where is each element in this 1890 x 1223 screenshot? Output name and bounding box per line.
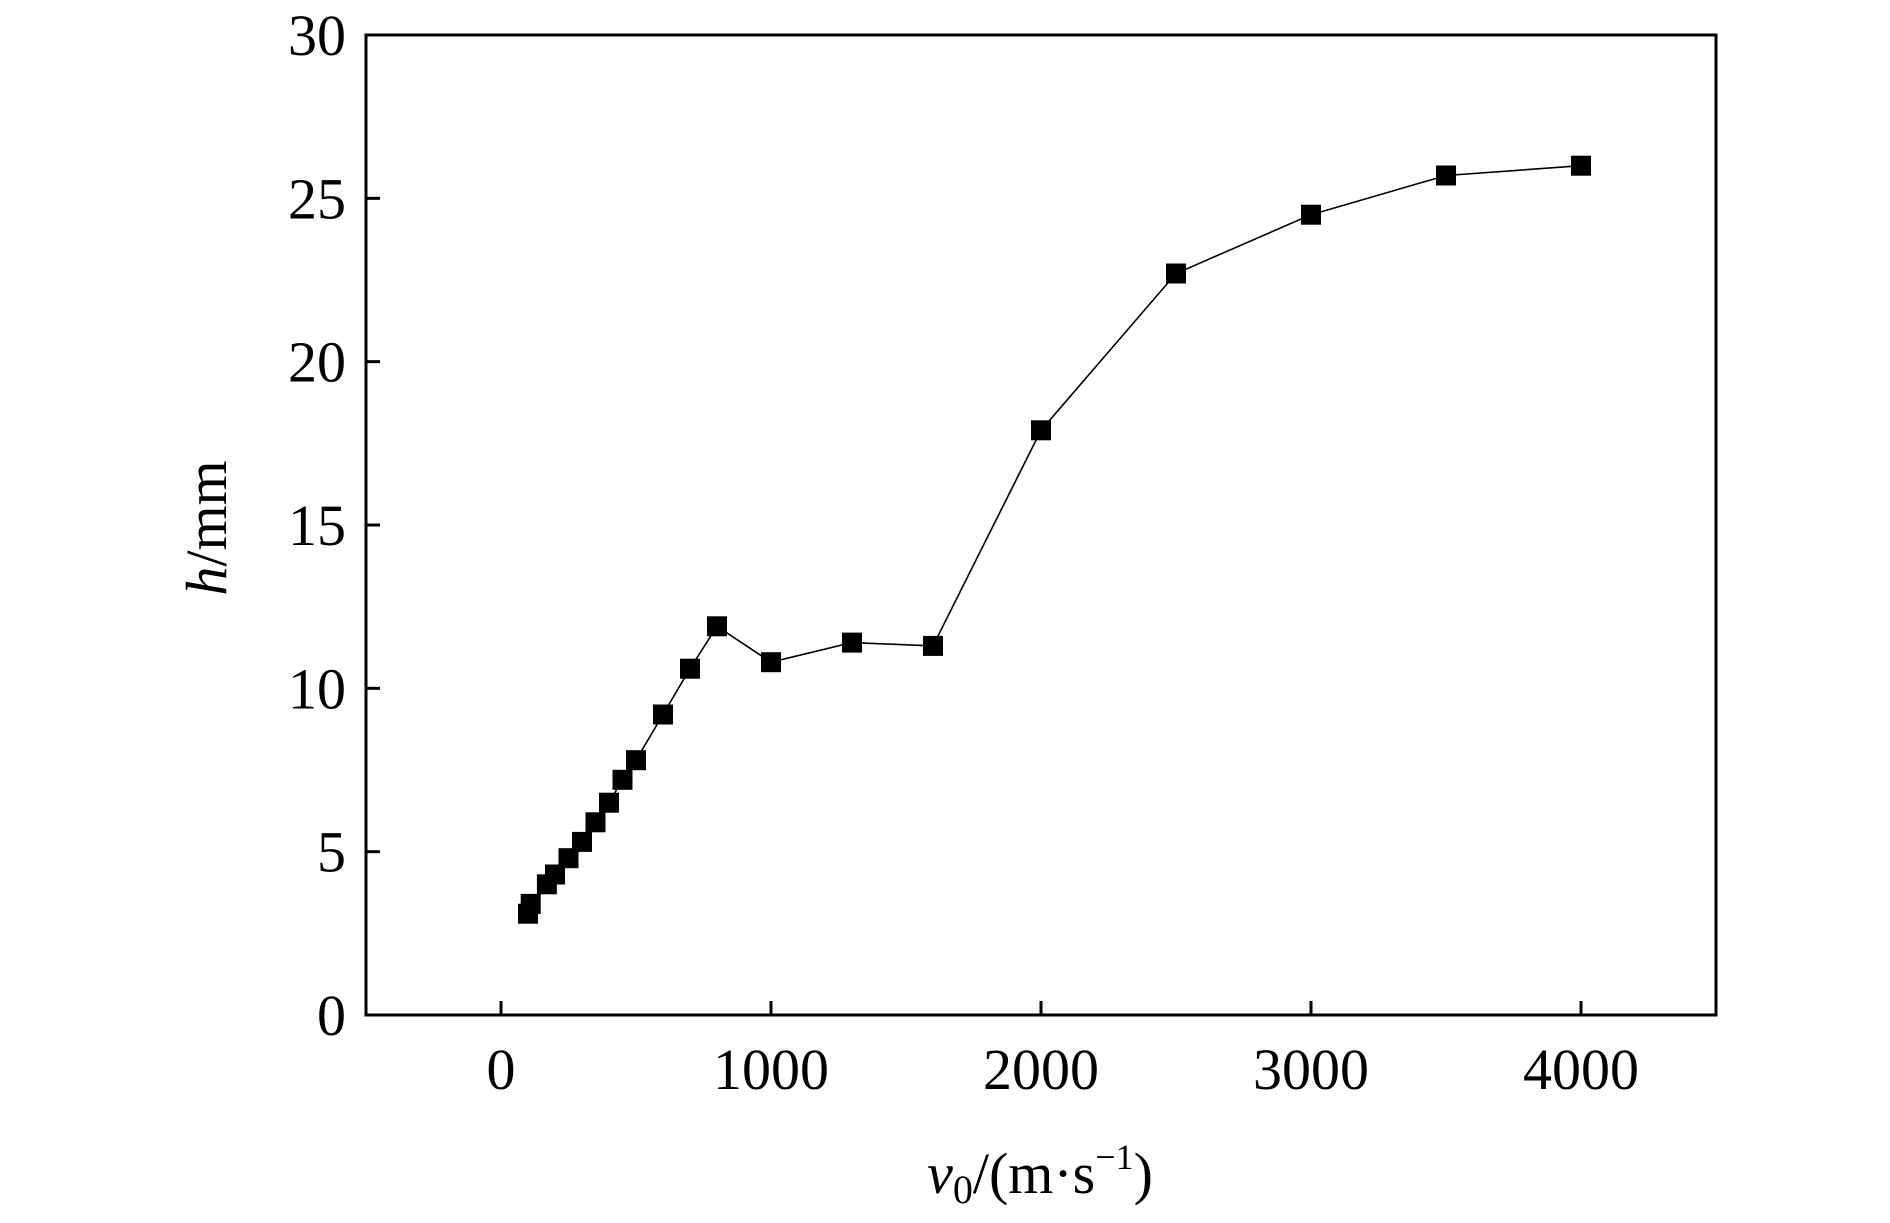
x-axis-superscript: −1: [1095, 1137, 1133, 1177]
x-tick-label: 2000: [983, 1037, 1099, 1102]
data-point: [599, 792, 619, 813]
data-point: [653, 704, 673, 725]
x-axis-subscript: 0: [953, 1167, 973, 1212]
data-point: [923, 635, 943, 656]
y-axis-unit: /mm: [174, 460, 239, 566]
data-point: [520, 893, 541, 914]
data-point: [761, 652, 781, 673]
y-axis-label: h/mm: [174, 460, 239, 595]
x-axis-unit-open: /(m·s: [973, 1141, 1095, 1206]
x-axis-unit-close: ): [1134, 1141, 1153, 1206]
y-tick-label: 25: [288, 166, 346, 231]
data-point: [680, 658, 700, 679]
x-tick-label: 1000: [713, 1037, 829, 1102]
x-axis-label: v0/(m·s−1): [927, 1137, 1153, 1212]
plot-area: 0 1000 2000 3000 4000 0 5 10 15 20 25 30: [288, 3, 1718, 1102]
data-point: [1571, 155, 1591, 176]
data-point: [545, 864, 565, 885]
x-tick-label: 3000: [1253, 1037, 1369, 1102]
x-axis-ticks: 0 1000 2000 3000 4000: [487, 1001, 1639, 1102]
y-tick-label: 5: [317, 820, 346, 885]
data-markers: [518, 155, 1591, 924]
y-axis-symbol: h: [174, 567, 239, 596]
data-point: [1436, 165, 1456, 186]
data-point: [585, 812, 606, 833]
data-point: [707, 616, 727, 637]
data-point: [572, 831, 592, 852]
data-point: [842, 632, 862, 653]
y-tick-label: 0: [317, 983, 346, 1048]
data-point: [1166, 263, 1186, 284]
x-tick-label: 0: [487, 1037, 516, 1102]
x-axis-symbol: v: [927, 1141, 953, 1206]
data-point: [626, 750, 646, 771]
data-point: [558, 848, 579, 869]
data-point: [1301, 204, 1321, 225]
series-line: [527, 164, 1582, 914]
y-tick-label: 30: [288, 3, 346, 68]
y-axis-ticks: 0 5 10 15 20 25 30: [288, 3, 380, 1048]
y-tick-label: 15: [288, 493, 346, 558]
y-tick-label: 10: [288, 656, 346, 721]
data-point: [1031, 420, 1051, 441]
y-tick-label: 20: [288, 330, 346, 395]
data-point: [612, 769, 633, 790]
x-tick-label: 4000: [1523, 1037, 1639, 1102]
